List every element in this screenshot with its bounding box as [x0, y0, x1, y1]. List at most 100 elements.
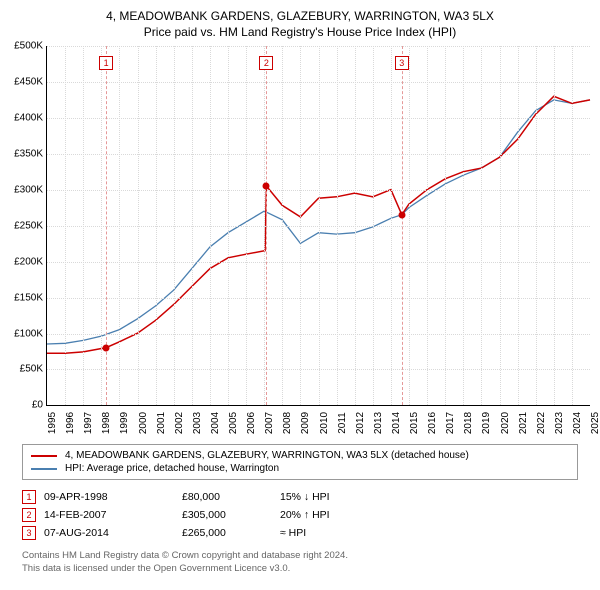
title-line-1: 4, MEADOWBANK GARDENS, GLAZEBURY, WARRIN…	[0, 8, 600, 24]
title-block: 4, MEADOWBANK GARDENS, GLAZEBURY, WARRIN…	[0, 0, 600, 42]
gridline-v	[156, 46, 157, 405]
event-row-marker: 1	[22, 490, 36, 504]
gridline-v	[246, 46, 247, 405]
gridline-v	[192, 46, 193, 405]
xtick-label: 2018	[463, 412, 474, 434]
event-row-price: £305,000	[182, 509, 272, 521]
xtick-label: 2014	[391, 412, 402, 434]
gridline-v	[210, 46, 211, 405]
xtick-label: 2010	[319, 412, 330, 434]
title-line-2: Price paid vs. HM Land Registry's House …	[0, 24, 600, 40]
ytick-label: £100K	[14, 328, 43, 339]
xtick-label: 2002	[174, 412, 185, 434]
gridline-v	[445, 46, 446, 405]
attribution-line-1: Contains HM Land Registry data © Crown c…	[22, 550, 578, 562]
event-row-marker: 3	[22, 526, 36, 540]
gridline-v	[65, 46, 66, 405]
xtick-label: 2008	[282, 412, 293, 434]
gridline-v	[391, 46, 392, 405]
xtick-label: 2009	[300, 412, 311, 434]
ytick-label: £50K	[20, 364, 43, 375]
gridline-v	[481, 46, 482, 405]
event-row-date: 14-FEB-2007	[44, 509, 174, 521]
event-row-marker: 2	[22, 508, 36, 522]
legend-row: HPI: Average price, detached house, Warr…	[31, 462, 569, 475]
xtick-label: 2003	[192, 412, 203, 434]
gridline-v	[355, 46, 356, 405]
xtick-label: 2022	[536, 412, 547, 434]
legend-swatch	[31, 455, 57, 457]
xtick-label: 1995	[47, 412, 58, 434]
attribution: Contains HM Land Registry data © Crown c…	[22, 550, 578, 575]
event-row: 1 09-APR-1998 £80,000 15% ↓ HPI	[22, 488, 578, 506]
ytick-label: £0	[32, 400, 43, 411]
event-row-price: £265,000	[182, 527, 272, 539]
event-dot	[398, 212, 405, 219]
gridline-v	[119, 46, 120, 405]
ytick-label: £150K	[14, 292, 43, 303]
event-marker: 3	[395, 56, 409, 70]
gridline-v	[554, 46, 555, 405]
xtick-label: 2020	[500, 412, 511, 434]
gridline-v	[373, 46, 374, 405]
xtick-label: 2005	[228, 412, 239, 434]
attribution-line-2: This data is licensed under the Open Gov…	[22, 563, 578, 575]
xtick-label: 2015	[409, 412, 420, 434]
legend-row: 4, MEADOWBANK GARDENS, GLAZEBURY, WARRIN…	[31, 449, 569, 462]
gridline-v	[282, 46, 283, 405]
gridline-v	[463, 46, 464, 405]
xtick-label: 1999	[119, 412, 130, 434]
legend-label: 4, MEADOWBANK GARDENS, GLAZEBURY, WARRIN…	[65, 450, 469, 461]
xtick-label: 2023	[554, 412, 565, 434]
xtick-label: 2025	[590, 412, 600, 434]
xtick-label: 2000	[138, 412, 149, 434]
event-row-delta: 20% ↑ HPI	[280, 509, 578, 521]
event-row-delta: ≈ HPI	[280, 527, 578, 539]
xtick-label: 2017	[445, 412, 456, 434]
gridline-v	[83, 46, 84, 405]
event-row-price: £80,000	[182, 491, 272, 503]
xtick-label: 2006	[246, 412, 257, 434]
xtick-label: 2024	[572, 412, 583, 434]
gridline-v	[264, 46, 265, 405]
event-marker: 2	[259, 56, 273, 70]
gridline-v	[300, 46, 301, 405]
gridline-v	[337, 46, 338, 405]
xtick-label: 2012	[355, 412, 366, 434]
xtick-label: 2011	[337, 413, 348, 435]
xtick-label: 2016	[427, 412, 438, 434]
legend-label: HPI: Average price, detached house, Warr…	[65, 463, 279, 474]
event-marker: 1	[99, 56, 113, 70]
xtick-label: 2013	[373, 412, 384, 434]
event-row-date: 09-APR-1998	[44, 491, 174, 503]
legend-swatch	[31, 468, 57, 470]
gridline-v	[536, 46, 537, 405]
ytick-label: £350K	[14, 149, 43, 160]
ytick-label: £200K	[14, 256, 43, 267]
event-row-date: 07-AUG-2014	[44, 527, 174, 539]
xtick-label: 2007	[264, 412, 275, 434]
event-line	[402, 46, 403, 405]
gridline-v	[409, 46, 410, 405]
event-line	[266, 46, 267, 405]
event-row-delta: 15% ↓ HPI	[280, 491, 578, 503]
xtick-label: 2021	[518, 412, 529, 434]
event-dot	[103, 344, 110, 351]
xtick-label: 2019	[481, 412, 492, 434]
xtick-label: 1997	[83, 412, 94, 434]
events-table: 1 09-APR-1998 £80,000 15% ↓ HPI 2 14-FEB-2007…	[22, 488, 578, 542]
gridline-v	[174, 46, 175, 405]
event-row: 3 07-AUG-2014 £265,000 ≈ HPI	[22, 524, 578, 542]
xtick-label: 2004	[210, 412, 221, 434]
xtick-label: 1996	[65, 412, 76, 434]
gridline-v	[101, 46, 102, 405]
event-row: 2 14-FEB-2007 £305,000 20% ↑ HPI	[22, 506, 578, 524]
gridline-v	[500, 46, 501, 405]
gridline-v	[228, 46, 229, 405]
event-dot	[263, 183, 270, 190]
ytick-label: £250K	[14, 220, 43, 231]
gridline-v	[518, 46, 519, 405]
gridline-v	[138, 46, 139, 405]
gridline-v	[319, 46, 320, 405]
chart-area: £0£50K£100K£150K£200K£250K£300K£350K£400…	[46, 46, 590, 406]
